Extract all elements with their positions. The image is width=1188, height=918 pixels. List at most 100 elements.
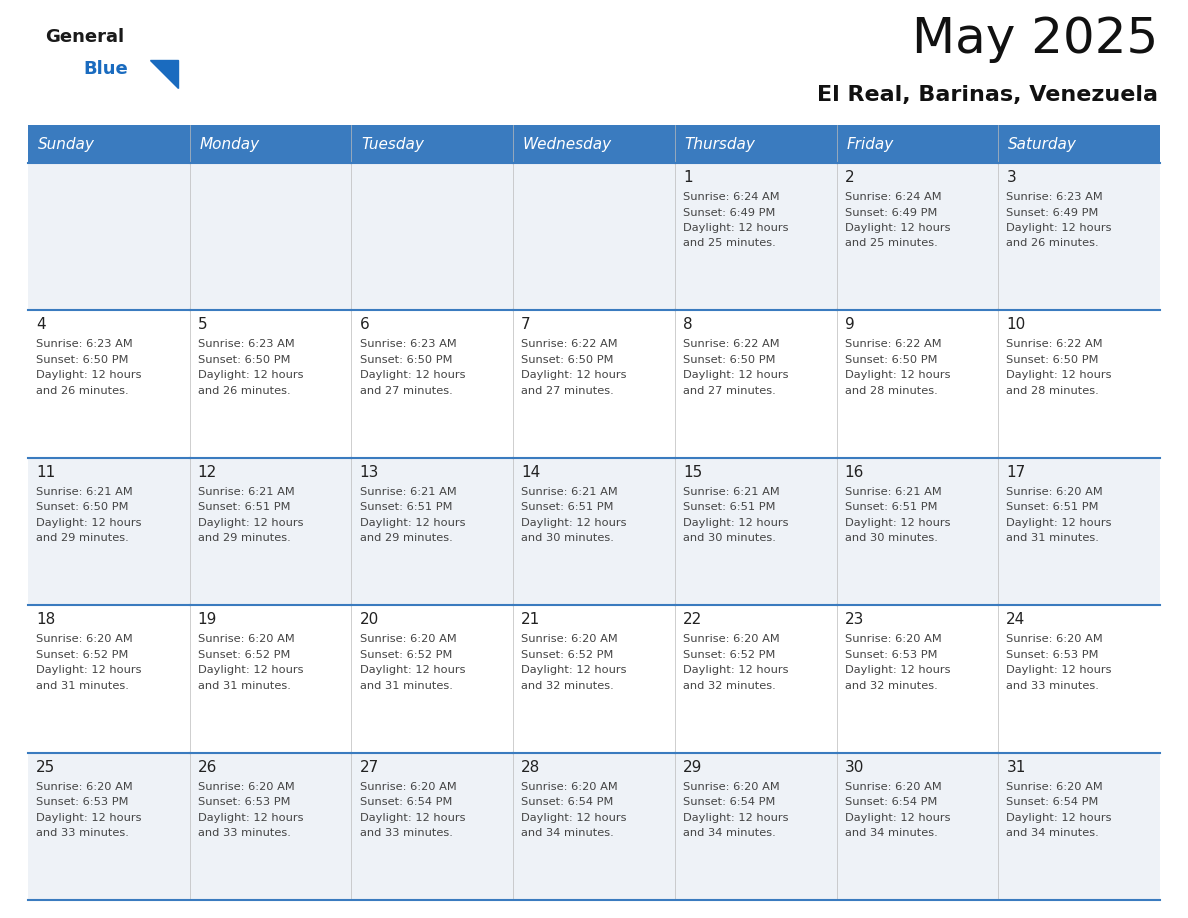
Text: Sunrise: 6:20 AM: Sunrise: 6:20 AM bbox=[1006, 487, 1104, 497]
Text: Tuesday: Tuesday bbox=[361, 137, 424, 151]
Text: 27: 27 bbox=[360, 759, 379, 775]
FancyBboxPatch shape bbox=[998, 458, 1159, 605]
Text: and 28 minutes.: and 28 minutes. bbox=[845, 386, 937, 396]
Text: and 26 minutes.: and 26 minutes. bbox=[36, 386, 128, 396]
Text: Sunrise: 6:22 AM: Sunrise: 6:22 AM bbox=[522, 340, 618, 350]
Text: Monday: Monday bbox=[200, 137, 259, 151]
Text: 8: 8 bbox=[683, 318, 693, 332]
Text: Thursday: Thursday bbox=[684, 137, 756, 151]
Text: and 31 minutes.: and 31 minutes. bbox=[197, 681, 291, 690]
Text: Sunset: 6:50 PM: Sunset: 6:50 PM bbox=[197, 355, 290, 364]
FancyBboxPatch shape bbox=[352, 458, 513, 605]
Text: El Real, Barinas, Venezuela: El Real, Barinas, Venezuela bbox=[817, 85, 1158, 105]
Text: Sunset: 6:53 PM: Sunset: 6:53 PM bbox=[197, 797, 290, 807]
Text: Daylight: 12 hours: Daylight: 12 hours bbox=[360, 812, 465, 823]
Text: Sunrise: 6:20 AM: Sunrise: 6:20 AM bbox=[683, 781, 779, 791]
Text: Sunrise: 6:23 AM: Sunrise: 6:23 AM bbox=[360, 340, 456, 350]
Text: Daylight: 12 hours: Daylight: 12 hours bbox=[522, 812, 627, 823]
Text: Sunrise: 6:23 AM: Sunrise: 6:23 AM bbox=[197, 340, 295, 350]
FancyBboxPatch shape bbox=[190, 753, 352, 900]
Text: Sunset: 6:51 PM: Sunset: 6:51 PM bbox=[683, 502, 776, 512]
Text: 24: 24 bbox=[1006, 612, 1025, 627]
FancyBboxPatch shape bbox=[29, 125, 190, 163]
Text: Daylight: 12 hours: Daylight: 12 hours bbox=[36, 812, 141, 823]
FancyBboxPatch shape bbox=[513, 125, 675, 163]
Text: General: General bbox=[45, 28, 124, 46]
Text: 15: 15 bbox=[683, 465, 702, 480]
Text: 20: 20 bbox=[360, 612, 379, 627]
FancyBboxPatch shape bbox=[675, 458, 836, 605]
FancyBboxPatch shape bbox=[675, 605, 836, 753]
Text: and 26 minutes.: and 26 minutes. bbox=[1006, 239, 1099, 249]
Text: Sunrise: 6:24 AM: Sunrise: 6:24 AM bbox=[683, 192, 779, 202]
Text: and 29 minutes.: and 29 minutes. bbox=[197, 533, 291, 543]
Text: Sunrise: 6:21 AM: Sunrise: 6:21 AM bbox=[197, 487, 295, 497]
Text: 18: 18 bbox=[36, 612, 56, 627]
Text: Sunrise: 6:20 AM: Sunrise: 6:20 AM bbox=[1006, 781, 1104, 791]
FancyBboxPatch shape bbox=[29, 163, 190, 310]
Text: 12: 12 bbox=[197, 465, 217, 480]
Text: and 26 minutes.: and 26 minutes. bbox=[197, 386, 290, 396]
FancyBboxPatch shape bbox=[29, 458, 190, 605]
Text: 30: 30 bbox=[845, 759, 864, 775]
Text: and 32 minutes.: and 32 minutes. bbox=[845, 681, 937, 690]
Text: Sunset: 6:50 PM: Sunset: 6:50 PM bbox=[683, 355, 776, 364]
Text: Daylight: 12 hours: Daylight: 12 hours bbox=[683, 370, 789, 380]
Text: Daylight: 12 hours: Daylight: 12 hours bbox=[1006, 812, 1112, 823]
Text: Sunset: 6:52 PM: Sunset: 6:52 PM bbox=[197, 650, 290, 660]
FancyBboxPatch shape bbox=[675, 310, 836, 458]
FancyBboxPatch shape bbox=[29, 605, 190, 753]
Text: Sunrise: 6:20 AM: Sunrise: 6:20 AM bbox=[197, 634, 295, 644]
Text: Sunset: 6:49 PM: Sunset: 6:49 PM bbox=[1006, 207, 1099, 218]
Text: Sunrise: 6:22 AM: Sunrise: 6:22 AM bbox=[683, 340, 779, 350]
Text: Sunrise: 6:20 AM: Sunrise: 6:20 AM bbox=[36, 781, 133, 791]
Text: Sunrise: 6:20 AM: Sunrise: 6:20 AM bbox=[845, 781, 941, 791]
Text: Daylight: 12 hours: Daylight: 12 hours bbox=[197, 518, 303, 528]
Text: and 33 minutes.: and 33 minutes. bbox=[1006, 681, 1099, 690]
FancyBboxPatch shape bbox=[675, 163, 836, 310]
FancyBboxPatch shape bbox=[513, 163, 675, 310]
Text: Sunset: 6:53 PM: Sunset: 6:53 PM bbox=[845, 650, 937, 660]
Text: 13: 13 bbox=[360, 465, 379, 480]
Text: and 32 minutes.: and 32 minutes. bbox=[683, 681, 776, 690]
Text: and 30 minutes.: and 30 minutes. bbox=[683, 533, 776, 543]
Text: Daylight: 12 hours: Daylight: 12 hours bbox=[360, 518, 465, 528]
Text: and 25 minutes.: and 25 minutes. bbox=[845, 239, 937, 249]
Text: Sunrise: 6:23 AM: Sunrise: 6:23 AM bbox=[36, 340, 133, 350]
Text: and 31 minutes.: and 31 minutes. bbox=[360, 681, 453, 690]
FancyBboxPatch shape bbox=[998, 310, 1159, 458]
FancyBboxPatch shape bbox=[998, 605, 1159, 753]
FancyBboxPatch shape bbox=[352, 125, 513, 163]
FancyBboxPatch shape bbox=[998, 753, 1159, 900]
Text: 16: 16 bbox=[845, 465, 864, 480]
Text: Sunrise: 6:20 AM: Sunrise: 6:20 AM bbox=[36, 634, 133, 644]
Text: Sunrise: 6:21 AM: Sunrise: 6:21 AM bbox=[360, 487, 456, 497]
Text: 29: 29 bbox=[683, 759, 702, 775]
FancyBboxPatch shape bbox=[836, 163, 998, 310]
Text: Daylight: 12 hours: Daylight: 12 hours bbox=[1006, 223, 1112, 233]
FancyBboxPatch shape bbox=[513, 753, 675, 900]
FancyBboxPatch shape bbox=[513, 458, 675, 605]
Text: 22: 22 bbox=[683, 612, 702, 627]
Text: Daylight: 12 hours: Daylight: 12 hours bbox=[683, 518, 789, 528]
Text: 21: 21 bbox=[522, 612, 541, 627]
FancyBboxPatch shape bbox=[836, 753, 998, 900]
FancyBboxPatch shape bbox=[513, 605, 675, 753]
Text: 23: 23 bbox=[845, 612, 864, 627]
FancyBboxPatch shape bbox=[190, 458, 352, 605]
Text: Sunday: Sunday bbox=[38, 137, 95, 151]
Text: Daylight: 12 hours: Daylight: 12 hours bbox=[360, 370, 465, 380]
Text: Daylight: 12 hours: Daylight: 12 hours bbox=[36, 666, 141, 676]
Text: Daylight: 12 hours: Daylight: 12 hours bbox=[36, 518, 141, 528]
Text: Daylight: 12 hours: Daylight: 12 hours bbox=[197, 812, 303, 823]
FancyBboxPatch shape bbox=[29, 310, 190, 458]
Text: Daylight: 12 hours: Daylight: 12 hours bbox=[522, 666, 627, 676]
FancyBboxPatch shape bbox=[352, 753, 513, 900]
FancyBboxPatch shape bbox=[998, 125, 1159, 163]
Text: Sunrise: 6:21 AM: Sunrise: 6:21 AM bbox=[683, 487, 779, 497]
Text: and 30 minutes.: and 30 minutes. bbox=[845, 533, 937, 543]
Text: 2: 2 bbox=[845, 170, 854, 185]
Text: Sunrise: 6:21 AM: Sunrise: 6:21 AM bbox=[845, 487, 941, 497]
Text: 11: 11 bbox=[36, 465, 56, 480]
Text: Sunset: 6:54 PM: Sunset: 6:54 PM bbox=[1006, 797, 1099, 807]
